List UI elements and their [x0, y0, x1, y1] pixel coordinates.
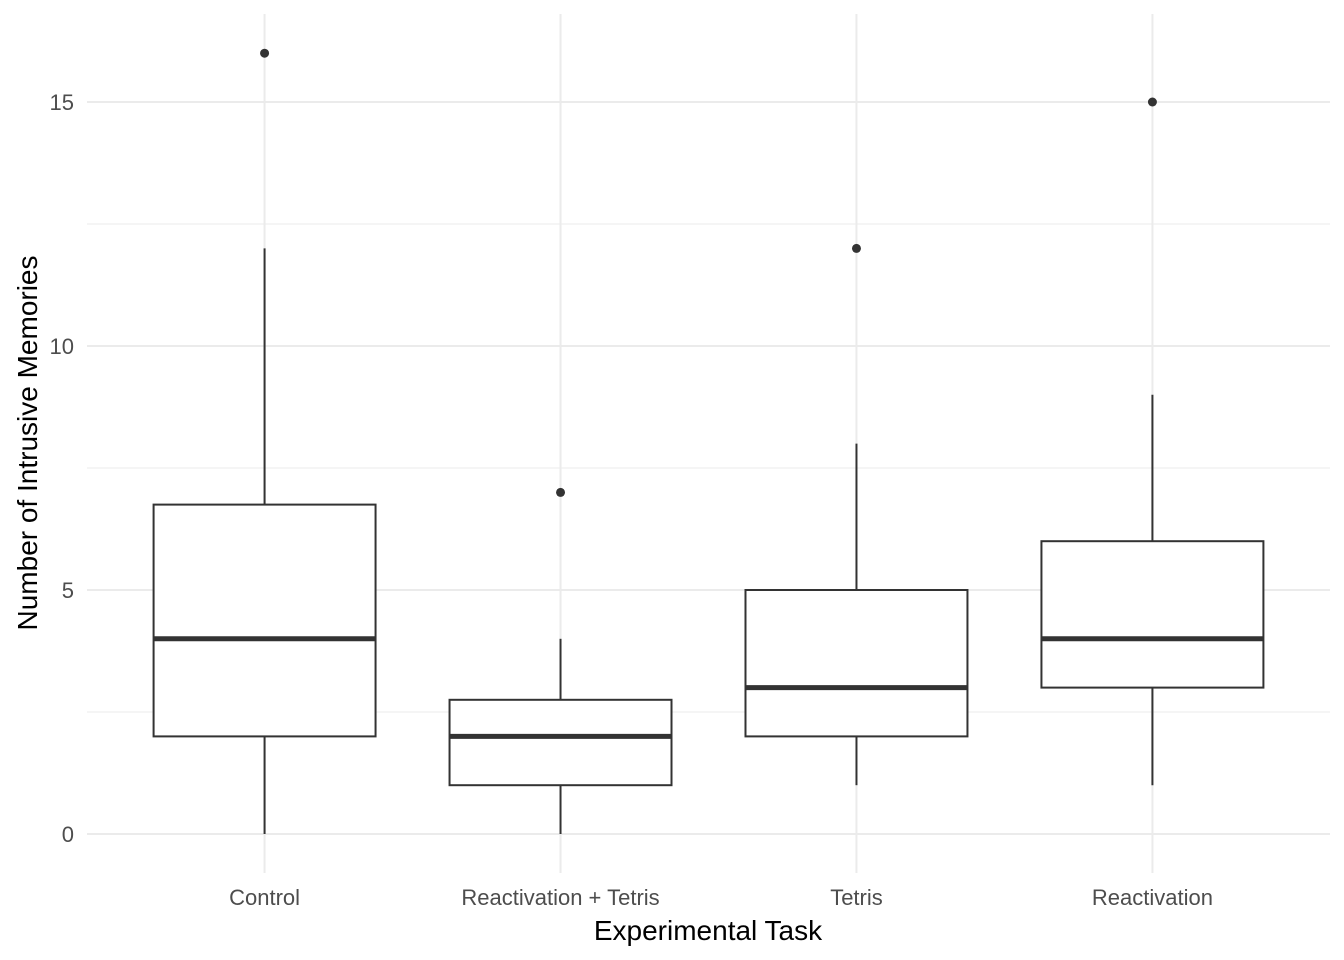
y-tick-label: 5 — [62, 578, 74, 603]
box-iqr — [152, 503, 377, 738]
boxes — [152, 48, 1265, 834]
y-axis-ticks: 0 5 10 15 — [50, 90, 74, 847]
grid — [87, 14, 1330, 873]
x-tick-label: Reactivation + Tetris — [461, 885, 659, 910]
y-tick-label: 15 — [50, 90, 74, 115]
y-tick-label: 10 — [50, 334, 74, 359]
outlier-point — [1147, 97, 1157, 107]
x-axis-title: Experimental Task — [594, 915, 823, 946]
x-axis-ticks: Control Reactivation + Tetris Tetris Reacti… — [229, 885, 1213, 910]
outlier-point — [260, 48, 270, 58]
x-tick-label: Control — [229, 885, 300, 910]
outlier-point — [556, 487, 566, 497]
box-group — [448, 487, 673, 834]
box-group — [152, 48, 377, 834]
x-tick-label: Tetris — [830, 885, 883, 910]
box-iqr — [1040, 540, 1265, 689]
box-group — [1040, 97, 1265, 786]
x-tick-label: Reactivation — [1092, 885, 1213, 910]
y-axis-title: Number of Intrusive Memories — [12, 255, 43, 630]
box-iqr — [744, 589, 969, 738]
y-tick-label: 0 — [62, 822, 74, 847]
box-iqr — [448, 698, 673, 787]
box-group — [744, 243, 969, 786]
outlier-point — [851, 243, 861, 253]
